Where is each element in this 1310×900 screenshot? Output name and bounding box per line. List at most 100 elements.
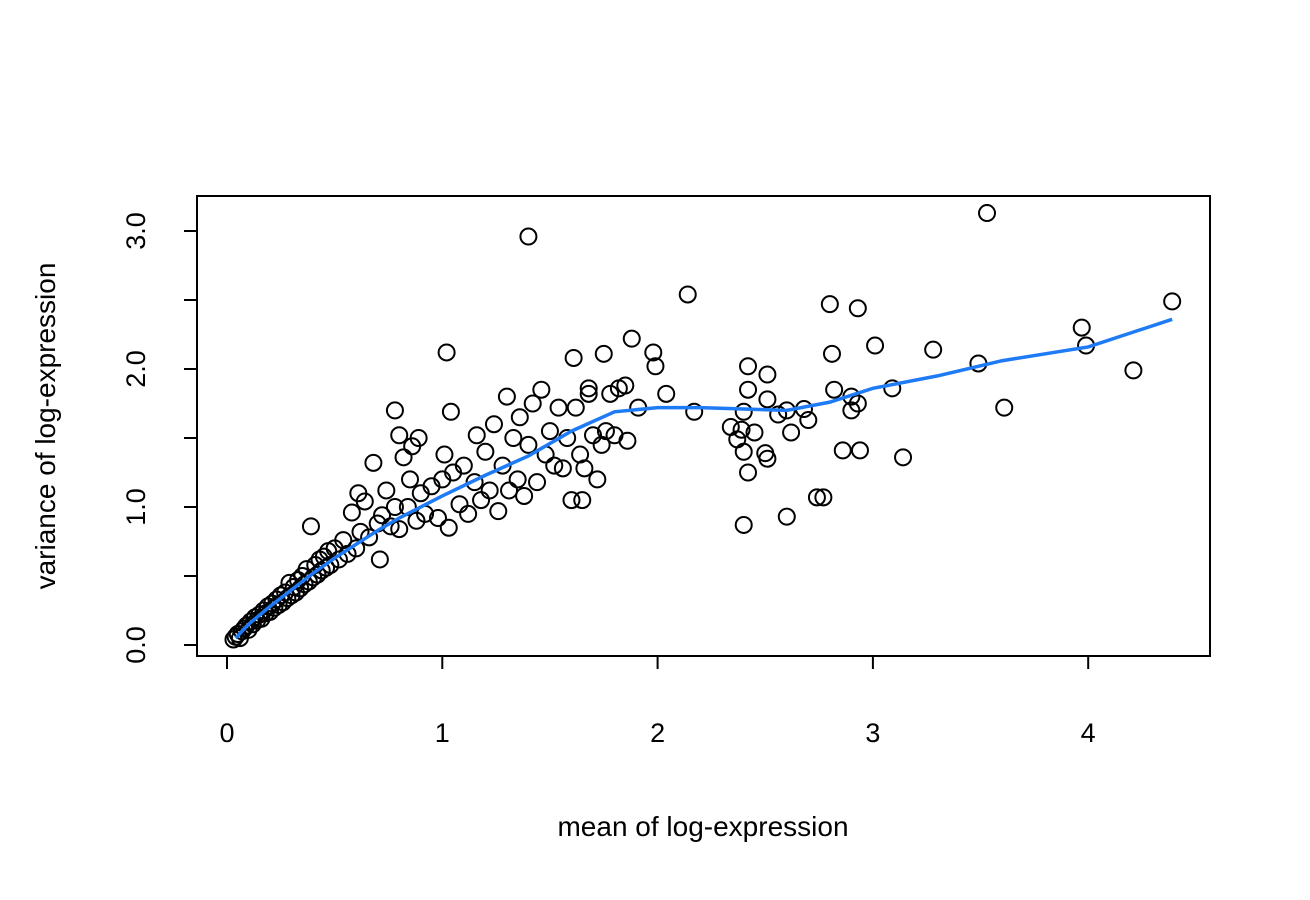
y-axis-title: variance of log-expression	[30, 263, 61, 590]
data-point	[894, 448, 913, 467]
data-point	[459, 504, 478, 523]
data-point	[842, 401, 861, 420]
data-point	[540, 422, 559, 441]
data-point	[848, 299, 867, 318]
data-point	[409, 429, 428, 447]
x-tick-label: 2	[650, 718, 665, 748]
data-point	[549, 398, 568, 417]
data-point	[777, 507, 796, 526]
data-point	[1124, 361, 1143, 380]
data-point	[739, 380, 758, 399]
data-point	[484, 415, 503, 434]
points-layer	[224, 204, 1182, 649]
y-tick-label: 0.0	[121, 626, 151, 664]
x-axis: 0 1 2 3 4	[219, 655, 1096, 748]
y-axis: 0.0 1.0 2.0 3.0	[121, 212, 198, 664]
data-point	[739, 463, 758, 482]
data-point	[510, 408, 529, 427]
data-point	[685, 402, 704, 421]
data-point	[545, 456, 564, 475]
data-point	[566, 398, 585, 417]
x-tick-label: 1	[435, 718, 450, 748]
data-point	[575, 459, 594, 478]
data-point	[515, 486, 534, 505]
x-tick-label: 3	[865, 718, 880, 748]
data-point	[822, 344, 841, 363]
data-point	[523, 394, 542, 413]
data-point	[573, 491, 592, 510]
data-point	[562, 491, 581, 510]
data-point	[769, 405, 788, 424]
data-point	[564, 348, 583, 367]
data-point	[814, 488, 833, 507]
data-point	[465, 473, 484, 492]
data-point	[553, 459, 572, 478]
data-point	[618, 431, 637, 450]
x-tick-label: 4	[1081, 718, 1096, 748]
data-point	[594, 344, 613, 363]
data-point	[342, 503, 361, 522]
data-point	[489, 502, 508, 521]
data-point	[646, 357, 665, 376]
data-point	[820, 295, 839, 314]
data-point	[480, 481, 499, 500]
data-point	[450, 495, 469, 514]
data-point	[370, 550, 389, 569]
data-point	[519, 227, 538, 246]
data-point	[758, 365, 777, 384]
data-point	[622, 329, 641, 348]
data-point	[1072, 318, 1091, 337]
data-point	[995, 398, 1014, 417]
data-point	[721, 417, 740, 436]
data-point	[355, 492, 374, 511]
data-point	[825, 380, 844, 399]
data-point	[437, 343, 456, 362]
data-point	[476, 442, 495, 461]
data-point	[745, 423, 764, 442]
data-point	[734, 402, 753, 421]
data-point	[428, 509, 447, 528]
data-point	[978, 204, 997, 223]
data-point	[497, 387, 516, 406]
data-point	[504, 429, 523, 447]
data-point	[454, 456, 473, 475]
x-axis-title: mean of log-expression	[557, 811, 848, 842]
data-point	[734, 515, 753, 534]
data-point	[657, 384, 676, 403]
data-point	[467, 426, 486, 445]
data-point	[441, 402, 460, 421]
data-point	[401, 470, 420, 489]
trend-line	[234, 317, 1173, 640]
plot-frame	[196, 195, 1211, 657]
data-point	[472, 491, 491, 510]
data-point	[924, 340, 943, 359]
data-point	[807, 488, 826, 507]
x-tick-label: 0	[219, 718, 234, 748]
data-point	[390, 520, 409, 539]
y-tick-label: 2.0	[121, 350, 151, 388]
data-point	[528, 473, 547, 492]
data-point	[616, 376, 635, 395]
data-point	[439, 518, 458, 537]
data-point	[519, 435, 538, 454]
data-point	[500, 481, 519, 500]
data-point	[833, 441, 852, 460]
data-point	[579, 384, 598, 403]
data-point	[364, 453, 383, 472]
data-point	[758, 390, 777, 409]
data-point	[508, 470, 527, 489]
data-point	[360, 528, 379, 547]
data-point	[732, 420, 751, 439]
data-point	[866, 336, 885, 355]
data-point	[1163, 292, 1182, 311]
data-point	[373, 506, 392, 525]
data-point	[596, 422, 615, 441]
data-point	[579, 379, 598, 398]
data-point	[739, 357, 758, 376]
data-point	[758, 449, 777, 468]
data-point	[435, 445, 454, 464]
data-point	[644, 343, 663, 362]
data-point	[588, 470, 607, 489]
data-point	[848, 394, 867, 413]
data-point	[799, 411, 818, 430]
